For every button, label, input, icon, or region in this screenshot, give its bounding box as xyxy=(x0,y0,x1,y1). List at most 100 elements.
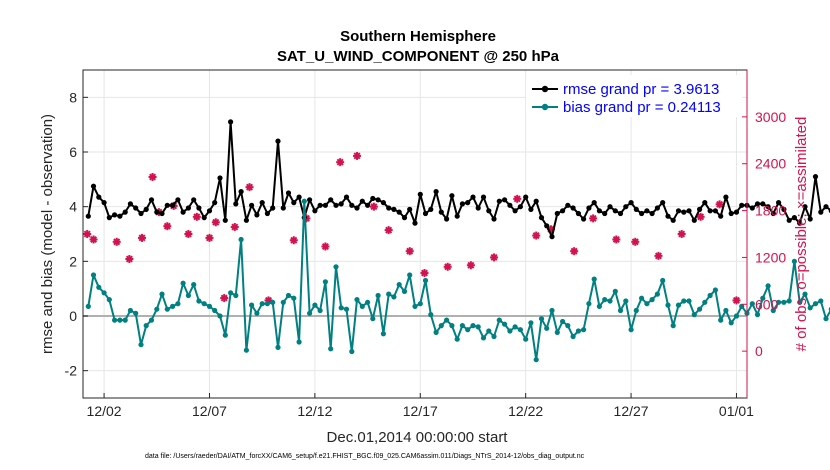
y-tick-label-1: 0 xyxy=(69,308,77,324)
series-point-0 xyxy=(433,189,439,195)
series-point-0 xyxy=(491,216,497,222)
series-point-1 xyxy=(575,328,582,334)
series-point-1 xyxy=(823,316,829,322)
series-point-0 xyxy=(212,200,218,206)
series-point-1 xyxy=(148,317,155,323)
x-tick-label-5: 12/27 xyxy=(614,403,649,419)
series-point-1 xyxy=(117,317,123,323)
y2-tick-label-1: 600 xyxy=(755,296,779,312)
series-point-0 xyxy=(823,204,829,210)
y2-tick-label-2: 1200 xyxy=(755,249,786,265)
legend-rmse-marker xyxy=(541,85,549,93)
series-point-0 xyxy=(280,205,286,211)
series-layer xyxy=(85,119,830,363)
obs-marker xyxy=(405,247,414,256)
series-point-0 xyxy=(465,200,471,206)
series-point-1 xyxy=(122,317,128,323)
obs-marker xyxy=(353,151,362,160)
series-point-1 xyxy=(533,357,539,363)
series-point-0 xyxy=(596,208,603,214)
series-point-1 xyxy=(222,332,228,338)
series-point-1 xyxy=(475,324,481,330)
series-point-0 xyxy=(712,208,719,214)
series-point-0 xyxy=(681,209,687,215)
series-point-0 xyxy=(148,197,155,203)
series-point-1 xyxy=(280,299,286,305)
series-point-0 xyxy=(359,198,365,204)
series-point-0 xyxy=(528,206,534,212)
series-point-0 xyxy=(617,210,624,217)
x-axis: 12/02 12/07 12/12 12/17 12/22 12/27 01/01 xyxy=(87,393,754,419)
series-point-0 xyxy=(760,201,766,207)
obs-marker xyxy=(336,158,345,167)
series-point-1 xyxy=(422,277,429,284)
series-point-1 xyxy=(375,292,381,299)
series-point-1 xyxy=(238,236,244,243)
series-point-0 xyxy=(175,197,181,203)
series-point-1 xyxy=(322,279,328,285)
obs-marker xyxy=(220,294,229,303)
series-point-1 xyxy=(538,316,545,322)
footer-note: data file: /Users/raeder/DAI/ATM_forcXX/… xyxy=(145,453,585,460)
series-point-1 xyxy=(459,323,465,329)
chart-title: Southern Hemisphere xyxy=(340,28,496,45)
series-point-0 xyxy=(749,205,755,211)
y-tick-label-5: 8 xyxy=(69,89,77,105)
series-point-1 xyxy=(528,320,534,326)
series-point-0 xyxy=(602,210,608,217)
series-point-1 xyxy=(275,344,281,350)
series-point-0 xyxy=(159,210,165,217)
series-point-1 xyxy=(586,301,592,307)
series-point-0 xyxy=(480,194,487,200)
series-point-0 xyxy=(739,202,745,208)
x-tick-label-2: 12/12 xyxy=(297,403,332,419)
series-point-0 xyxy=(375,197,381,203)
series-point-1 xyxy=(138,342,144,348)
y-tick-label-2: 2 xyxy=(69,253,77,269)
series-point-1 xyxy=(212,307,218,314)
series-point-0 xyxy=(538,215,545,221)
series-point-0 xyxy=(333,202,339,208)
series-point-1 xyxy=(465,327,471,333)
series-point-0 xyxy=(765,204,771,210)
series-point-1 xyxy=(354,297,360,303)
series-point-1 xyxy=(407,272,413,278)
series-point-1 xyxy=(328,346,334,352)
series-point-0 xyxy=(675,208,682,214)
obs-marker xyxy=(205,233,214,242)
series-point-1 xyxy=(264,301,270,307)
series-point-1 xyxy=(133,310,139,316)
series-point-0 xyxy=(591,200,597,206)
series-point-0 xyxy=(196,205,202,211)
series-point-1 xyxy=(301,198,307,204)
series-point-0 xyxy=(407,206,413,212)
series-point-0 xyxy=(470,194,476,200)
series-point-0 xyxy=(270,205,276,211)
series-point-0 xyxy=(338,201,344,207)
series-point-0 xyxy=(454,213,460,219)
series-point-0 xyxy=(106,215,112,221)
obs-marker xyxy=(654,251,663,260)
obs-marker xyxy=(420,269,429,278)
series-point-1 xyxy=(449,323,455,329)
series-point-0 xyxy=(90,183,97,189)
series-point-0 xyxy=(428,206,434,212)
series-point-1 xyxy=(607,298,613,304)
series-point-1 xyxy=(691,312,697,318)
legend-bias-marker xyxy=(541,103,549,111)
series-point-0 xyxy=(233,201,239,207)
series-point-1 xyxy=(296,339,302,345)
series-point-1 xyxy=(175,301,181,307)
series-point-1 xyxy=(291,295,297,301)
legend-bias-label: bias grand pr = 0.24113 xyxy=(563,99,721,116)
series-point-1 xyxy=(765,283,771,289)
series-point-1 xyxy=(349,348,355,355)
series-point-1 xyxy=(602,297,608,303)
obs-marker xyxy=(163,222,172,231)
series-point-0 xyxy=(117,213,123,219)
series-point-0 xyxy=(122,209,128,215)
y2-axis-label: # of obs: o=possible; ×=assimilated xyxy=(793,117,810,352)
series-point-0 xyxy=(496,198,502,204)
series-point-0 xyxy=(85,213,91,219)
series-point-1 xyxy=(749,301,755,307)
